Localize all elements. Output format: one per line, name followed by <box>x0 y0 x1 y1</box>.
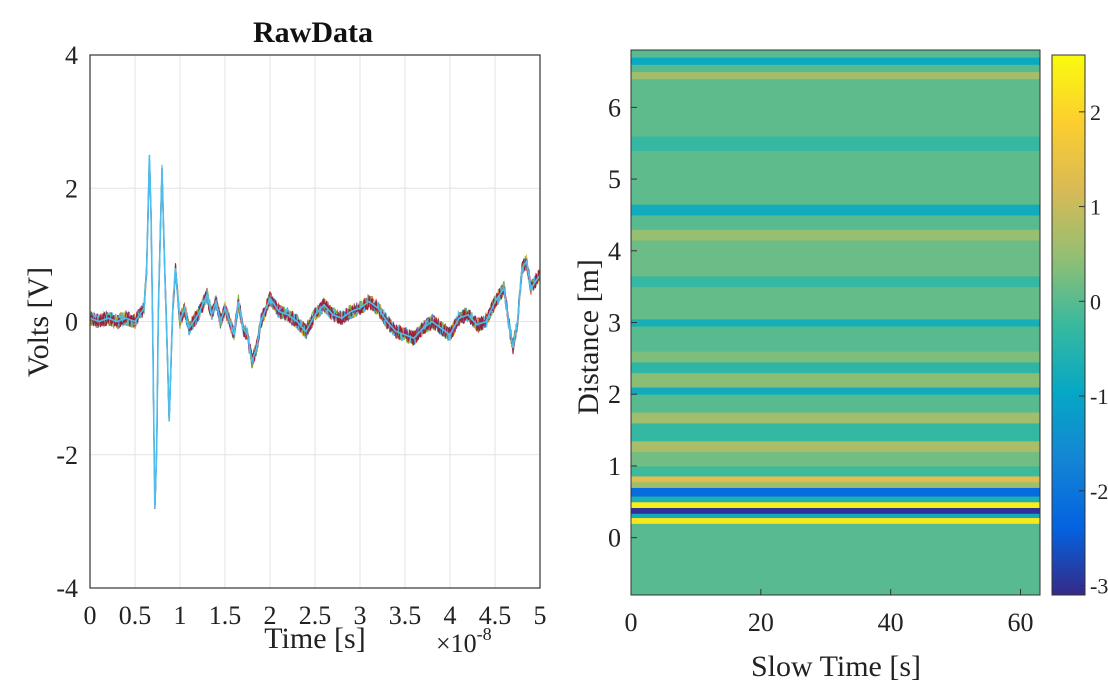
heatmap-band <box>631 361 1040 374</box>
colorbar-tick-label: 1 <box>1090 195 1101 220</box>
x-exponent-multiplier: ×10-8 <box>436 624 492 658</box>
distance-heatmap-plot: 0 20 40 60 0 1 2 3 4 5 6 Slow Time [s] Distance [… <box>572 49 1041 683</box>
heatmap-band <box>631 351 1040 363</box>
right-y-tick-label: 4 <box>608 237 621 266</box>
left-x-tick-label: 4 <box>444 601 457 630</box>
raw-trace-mean <box>89 154 541 509</box>
right-x-tick-label: 0 <box>625 608 638 637</box>
heatmap-band <box>631 78 1040 137</box>
right-x-tick-label: 20 <box>748 608 774 637</box>
left-x-ticks: 0 0.5 1 1.5 2 2.5 3 3.5 4 4.5 5 <box>84 601 547 630</box>
right-y-tick-label: 1 <box>608 452 621 481</box>
heatmap-band <box>631 372 1040 388</box>
left-x-tick-label: 3 <box>354 601 367 630</box>
left-x-tick-label: 2.5 <box>299 601 332 630</box>
left-series-lines <box>89 154 541 509</box>
right-x-tick-label: 60 <box>1008 608 1034 637</box>
colorbar-tick-label: -2 <box>1090 479 1108 504</box>
right-y-ticks: 0 1 2 3 4 5 6 <box>608 93 637 553</box>
heatmap-band <box>631 50 1040 58</box>
colorbar-tick-label: 2 <box>1090 100 1101 125</box>
colorbar: 2 1 0 -1 -2 -3 <box>1051 54 1108 599</box>
left-y-tick-label: -4 <box>56 574 78 603</box>
x-multiplier-exponent: -8 <box>477 624 492 644</box>
left-y-tick-label: 0 <box>65 308 78 337</box>
right-y-tick-label: 5 <box>608 165 621 194</box>
left-y-tick-label: 4 <box>65 41 78 70</box>
heatmap-band <box>631 481 1040 488</box>
right-y-tick-label: 0 <box>608 524 621 553</box>
right-x-ticks: 0 20 40 60 <box>625 589 1034 637</box>
rawdata-plot: RawData 0 0.5 1 1.5 2 2.5 3 3.5 4 4.5 5 -4 -2 0 2 4 Ti… <box>22 16 547 658</box>
left-x-axis-label: Time [s] <box>264 622 365 655</box>
left-y-tick-label: -2 <box>56 441 78 470</box>
heatmap-band <box>631 412 1040 424</box>
colorbar-tick-label: -3 <box>1090 574 1108 599</box>
heatmap-band <box>631 517 1040 524</box>
heatmap-band <box>631 214 1040 230</box>
heatmap-band <box>631 465 1040 477</box>
right-x-axis-label: Slow Time [s] <box>751 650 921 683</box>
heatmap-band <box>631 487 1040 497</box>
heatmap-band <box>631 387 1040 395</box>
x-multiplier-base: ×10 <box>436 629 477 658</box>
colorbar-gradient <box>1051 54 1086 596</box>
heatmap-band <box>631 64 1040 73</box>
left-x-tick-label: 0.5 <box>119 601 152 630</box>
heatmap-band <box>631 71 1040 80</box>
left-plot-title: RawData <box>253 16 373 49</box>
heatmap-band <box>631 150 1040 205</box>
right-y-tick-label: 2 <box>608 380 621 409</box>
heatmap-band <box>631 57 1040 65</box>
left-x-tick-label: 1.5 <box>209 601 242 630</box>
colorbar-tick-label: 0 <box>1090 289 1101 314</box>
heatmap-band <box>631 440 1040 453</box>
heatmap-band <box>631 501 1040 509</box>
left-x-tick-label: 3.5 <box>389 601 422 630</box>
heatmap-band <box>631 394 1040 413</box>
heatmap-band <box>631 204 1040 216</box>
heatmap-band <box>631 422 1040 442</box>
heatmap-band <box>631 240 1040 277</box>
left-x-tick-label: 4.5 <box>479 601 512 630</box>
heatmap-band <box>631 496 1040 503</box>
left-plot-frame <box>89 54 541 589</box>
heatmap-band <box>631 507 1040 514</box>
heatmap-band <box>631 523 1040 596</box>
heatmap-band <box>631 286 1040 320</box>
left-x-tick-label: 0 <box>84 601 97 630</box>
heatmap-band <box>631 451 1040 467</box>
left-x-tick-label: 2 <box>264 601 277 630</box>
left-y-axis-label: Volts [V] <box>22 267 55 377</box>
left-y-ticks: -4 -2 0 2 4 <box>56 41 78 603</box>
left-x-tick-label: 5 <box>534 601 547 630</box>
heatmap-bands <box>631 50 1040 596</box>
heatmap-band <box>631 318 1040 327</box>
heatmap-band <box>631 275 1040 288</box>
heatmap-band <box>631 326 1040 352</box>
right-x-tick-label: 40 <box>878 608 904 637</box>
colorbar-tick-label: -1 <box>1090 384 1108 409</box>
colorbar-ticks: 2 1 0 -1 -2 -3 <box>1079 100 1108 599</box>
right-y-tick-label: 3 <box>608 309 621 338</box>
heatmap-band <box>631 513 1040 519</box>
heatmap-band <box>631 229 1040 241</box>
left-x-tick-label: 1 <box>174 601 187 630</box>
right-y-axis-label: Distance [m] <box>572 259 605 415</box>
heatmap-band <box>631 136 1040 151</box>
right-y-tick-label: 6 <box>608 93 621 122</box>
left-y-tick-label: 2 <box>65 174 78 203</box>
heatmap-band <box>631 475 1040 483</box>
